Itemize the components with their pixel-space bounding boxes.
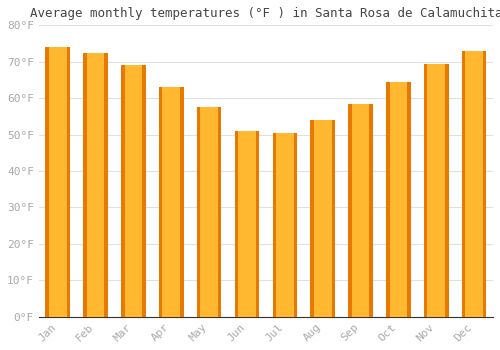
Bar	[424, 64, 448, 317]
Bar	[234, 131, 260, 317]
Bar	[197, 107, 222, 317]
Bar	[348, 104, 373, 317]
Bar	[314, 120, 332, 317]
Title: Average monthly temperatures (°F ) in Santa Rosa de Calamuchita: Average monthly temperatures (°F ) in Sa…	[30, 7, 500, 20]
Bar	[121, 65, 146, 317]
Bar	[352, 104, 370, 317]
Bar	[124, 65, 142, 317]
Bar	[462, 51, 486, 317]
Bar	[386, 82, 410, 317]
Bar	[159, 87, 184, 317]
Bar	[162, 87, 180, 317]
Bar	[238, 131, 256, 317]
Bar	[276, 133, 293, 317]
Bar	[310, 120, 335, 317]
Bar	[428, 64, 445, 317]
Bar	[49, 47, 66, 317]
Bar	[86, 52, 104, 317]
Bar	[390, 82, 407, 317]
Bar	[466, 51, 483, 317]
Bar	[200, 107, 218, 317]
Bar	[84, 52, 108, 317]
Bar	[272, 133, 297, 317]
Bar	[46, 47, 70, 317]
